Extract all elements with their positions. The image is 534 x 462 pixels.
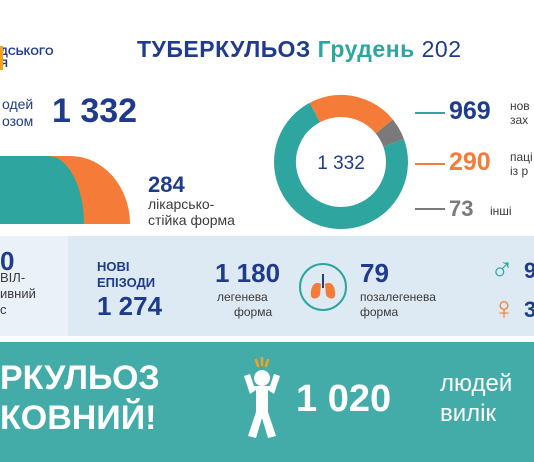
- lungs-icon: [299, 263, 347, 311]
- cured-label-line1: людей: [440, 370, 513, 397]
- new-episodes-label-line1: НОВІ: [97, 259, 130, 274]
- page-title: ТУБЕРКУЛЬОЗ Грудень 202: [137, 36, 462, 63]
- donut-chart: 1 332: [274, 95, 408, 229]
- female-value: 3: [524, 297, 534, 322]
- logo-text-line1: ДСЬКОГО: [0, 46, 54, 58]
- hiv-label-line2: ивний: [0, 286, 36, 301]
- legend-other-value: 73: [449, 196, 474, 221]
- female-icon: ♀: [492, 290, 516, 326]
- extrapulmonary-label-line2: форма: [360, 305, 399, 319]
- total-value: 1 332: [52, 92, 138, 130]
- legend-new-value: 969: [449, 97, 491, 125]
- hiv-label-line3: с: [0, 302, 7, 317]
- resistant-label-line1: лікарсько-: [148, 196, 215, 212]
- pulmonary-value: 1 180: [215, 258, 281, 288]
- title-month: Грудень: [317, 36, 415, 62]
- legend-repeat-connector: [415, 163, 445, 165]
- title-year: 202: [421, 36, 462, 62]
- cured-value: 1 020: [296, 378, 392, 420]
- new-episodes-label-line2: ЕПІЗОДИ: [97, 275, 156, 290]
- title-disease: ТУБЕРКУЛЬОЗ: [137, 36, 311, 62]
- hiv-label-line1: ВІЛ-: [0, 270, 26, 285]
- resistant-value: 284: [148, 172, 185, 197]
- total-label-line2: озом: [2, 113, 34, 129]
- male-icon: ♂: [490, 250, 514, 286]
- legend-new-label-line2: зах: [510, 113, 529, 127]
- extrapulmonary-label-line1: позалегенева: [360, 290, 436, 304]
- legend-new-connector: [415, 112, 445, 114]
- legend-other-label: інші: [490, 204, 512, 218]
- banner-line1: РКУЛЬОЗ: [0, 359, 160, 397]
- cured-label-line2: вилік: [440, 400, 496, 427]
- donut-segment-1: [274, 95, 408, 229]
- new-episodes-value: 1 274: [97, 291, 163, 321]
- pulmonary-label-line1: легенева: [217, 290, 268, 304]
- legend-other-connector: [415, 208, 445, 210]
- legend-repeat-value: 290: [449, 148, 491, 176]
- donut-segment-2: [274, 95, 408, 229]
- legend-new-label-line1: нов: [510, 99, 530, 113]
- hiv-value-fragment: 0: [0, 246, 15, 276]
- resistant-label-line2: стійка форма: [148, 212, 235, 228]
- donut-center-value: 1 332: [317, 153, 365, 174]
- logo-accent: [0, 46, 3, 70]
- cheering-person-icon: [244, 356, 280, 438]
- extrapulmonary-value: 79: [360, 258, 389, 288]
- resistance-bar-graphic: [0, 156, 130, 224]
- logo-text-line2: Я: [0, 58, 8, 70]
- legend-repeat-label-line2: із р: [510, 164, 529, 178]
- legend-repeat-label-line1: паці: [510, 150, 533, 164]
- male-value: 9: [524, 258, 534, 283]
- pulmonary-label-line2: форма: [234, 305, 273, 319]
- sensitive-segment: [0, 156, 84, 224]
- total-label-line1: одей: [2, 96, 34, 112]
- banner-line2: КОВНИЙ!: [0, 399, 157, 437]
